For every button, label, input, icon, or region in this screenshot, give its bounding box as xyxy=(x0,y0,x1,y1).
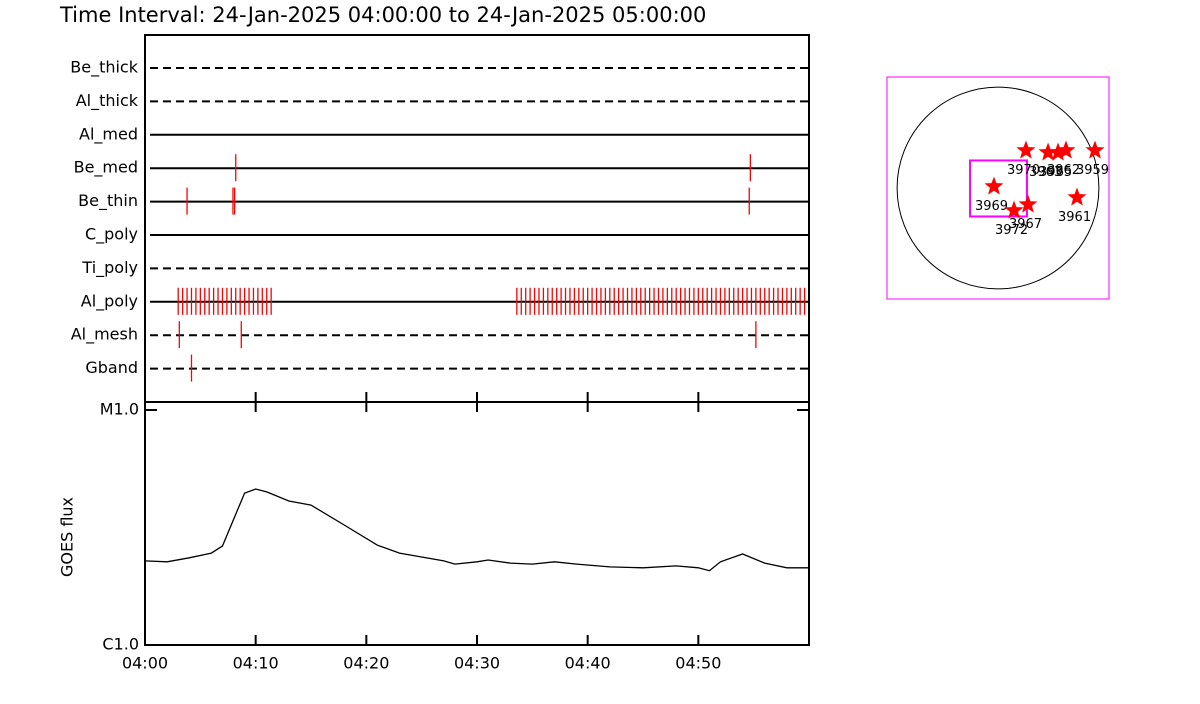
chart-title: Time Interval: 24-Jan-2025 04:00:00 to 2… xyxy=(59,3,706,27)
filter-label: Al_med xyxy=(79,124,138,144)
y-tick-label: M1.0 xyxy=(100,400,139,419)
filter-label: Al_mesh xyxy=(71,325,138,345)
filter-label: Ti_poly xyxy=(81,258,138,278)
solar-limb xyxy=(896,86,1100,290)
region-star xyxy=(1018,194,1038,213)
x-tick-label: 04:10 xyxy=(233,654,279,673)
filter-label: Al_poly xyxy=(81,291,138,311)
region-label: 3963 xyxy=(1029,165,1062,180)
y-tick-label: C1.0 xyxy=(102,635,139,654)
y-axis-label: GOES flux xyxy=(58,497,77,577)
filter-label: Be_thick xyxy=(70,58,138,78)
region-star xyxy=(1048,142,1068,161)
x-tick-label: 04:30 xyxy=(454,654,500,673)
region-star xyxy=(1038,142,1058,161)
region-label: 3959 xyxy=(1076,163,1109,178)
filter-label: Be_thin xyxy=(78,191,138,211)
region-label: 3972 xyxy=(995,223,1028,238)
region-label: 3967 xyxy=(1009,217,1042,232)
timeline-frame xyxy=(144,34,810,403)
x-tick-label: 04:00 xyxy=(122,654,168,673)
filter-label: Al_thick xyxy=(76,91,139,111)
region-label: 3969 xyxy=(975,199,1008,214)
filter-label: Be_med xyxy=(74,158,138,178)
x-tick-label: 04:40 xyxy=(565,654,611,673)
field-of-view xyxy=(969,159,1028,218)
filter-label: C_poly xyxy=(85,225,138,245)
region-label: 3961 xyxy=(1058,210,1091,225)
region-star xyxy=(984,176,1004,195)
region-star xyxy=(1004,200,1024,219)
x-tick-label: 04:50 xyxy=(675,654,721,673)
region-star xyxy=(1056,140,1076,159)
goes-curve xyxy=(144,488,809,572)
region-star xyxy=(1085,140,1105,159)
region-label: 3970 xyxy=(1007,163,1040,178)
region-label: 3962 xyxy=(1047,163,1080,178)
map-frame xyxy=(886,76,1110,300)
goes-frame xyxy=(144,401,810,646)
x-tick-label: 04:20 xyxy=(343,654,389,673)
region-label: 3965 xyxy=(1039,165,1072,180)
region-star xyxy=(1016,140,1036,159)
region-star xyxy=(1067,187,1087,206)
filter-label: Gband xyxy=(85,358,138,377)
